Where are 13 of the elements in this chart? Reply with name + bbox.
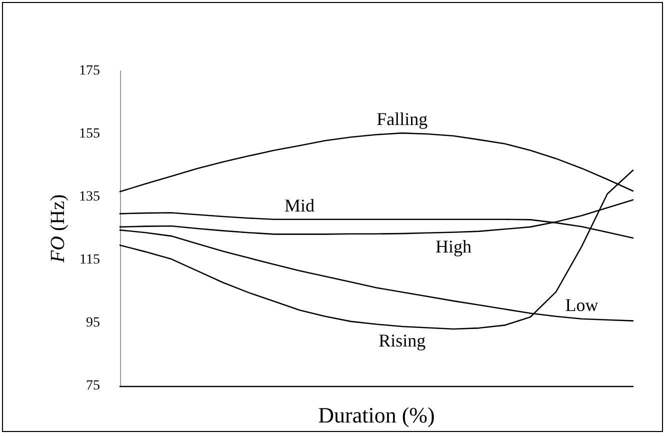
y-tick-label: 75 xyxy=(86,378,100,394)
series-label: High xyxy=(435,236,472,256)
series-label: Falling xyxy=(376,109,428,130)
x-axis-title: Duration (%) xyxy=(318,402,435,428)
y-tick-label: 175 xyxy=(79,64,100,78)
y-tick-label: 95 xyxy=(86,316,100,330)
y-tick-label: 115 xyxy=(80,252,100,268)
y-axis-title: FO (Hz) xyxy=(47,194,70,264)
series-label: Mid xyxy=(284,195,315,216)
y-tick-label: 155 xyxy=(79,126,100,142)
series-label: Low xyxy=(565,294,598,315)
series-label: Rising xyxy=(378,330,426,350)
y-tick-label: 135 xyxy=(79,190,100,204)
